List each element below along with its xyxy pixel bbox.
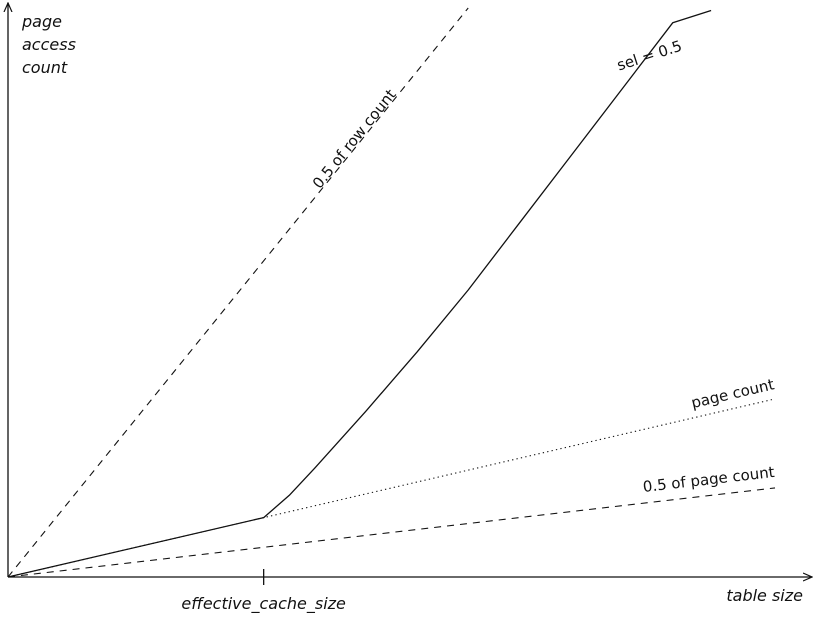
y-axis-label-line-3: count [22,58,68,77]
annotation-2: page count [689,375,776,412]
x-tick-label: effective_cache_size [181,594,346,614]
annotation-3: 0.5 of page count [642,463,776,496]
y-axis-label-line-2: access [22,35,76,54]
x-axis-label: table size [726,586,803,605]
series-line-1 [7,9,712,578]
y-axis-label-line-1: page [21,12,62,31]
annotation-0: 0.5 of row count [309,86,400,192]
series-line-3 [7,487,776,578]
series-line-2 [7,398,776,578]
annotation-1: sel = 0.5 [615,37,684,75]
series-layer [7,7,776,578]
annotation-layer: 0.5 of row count sel = 0.5 page count 0.5 o… [309,37,776,496]
series-line-0 [7,7,469,578]
